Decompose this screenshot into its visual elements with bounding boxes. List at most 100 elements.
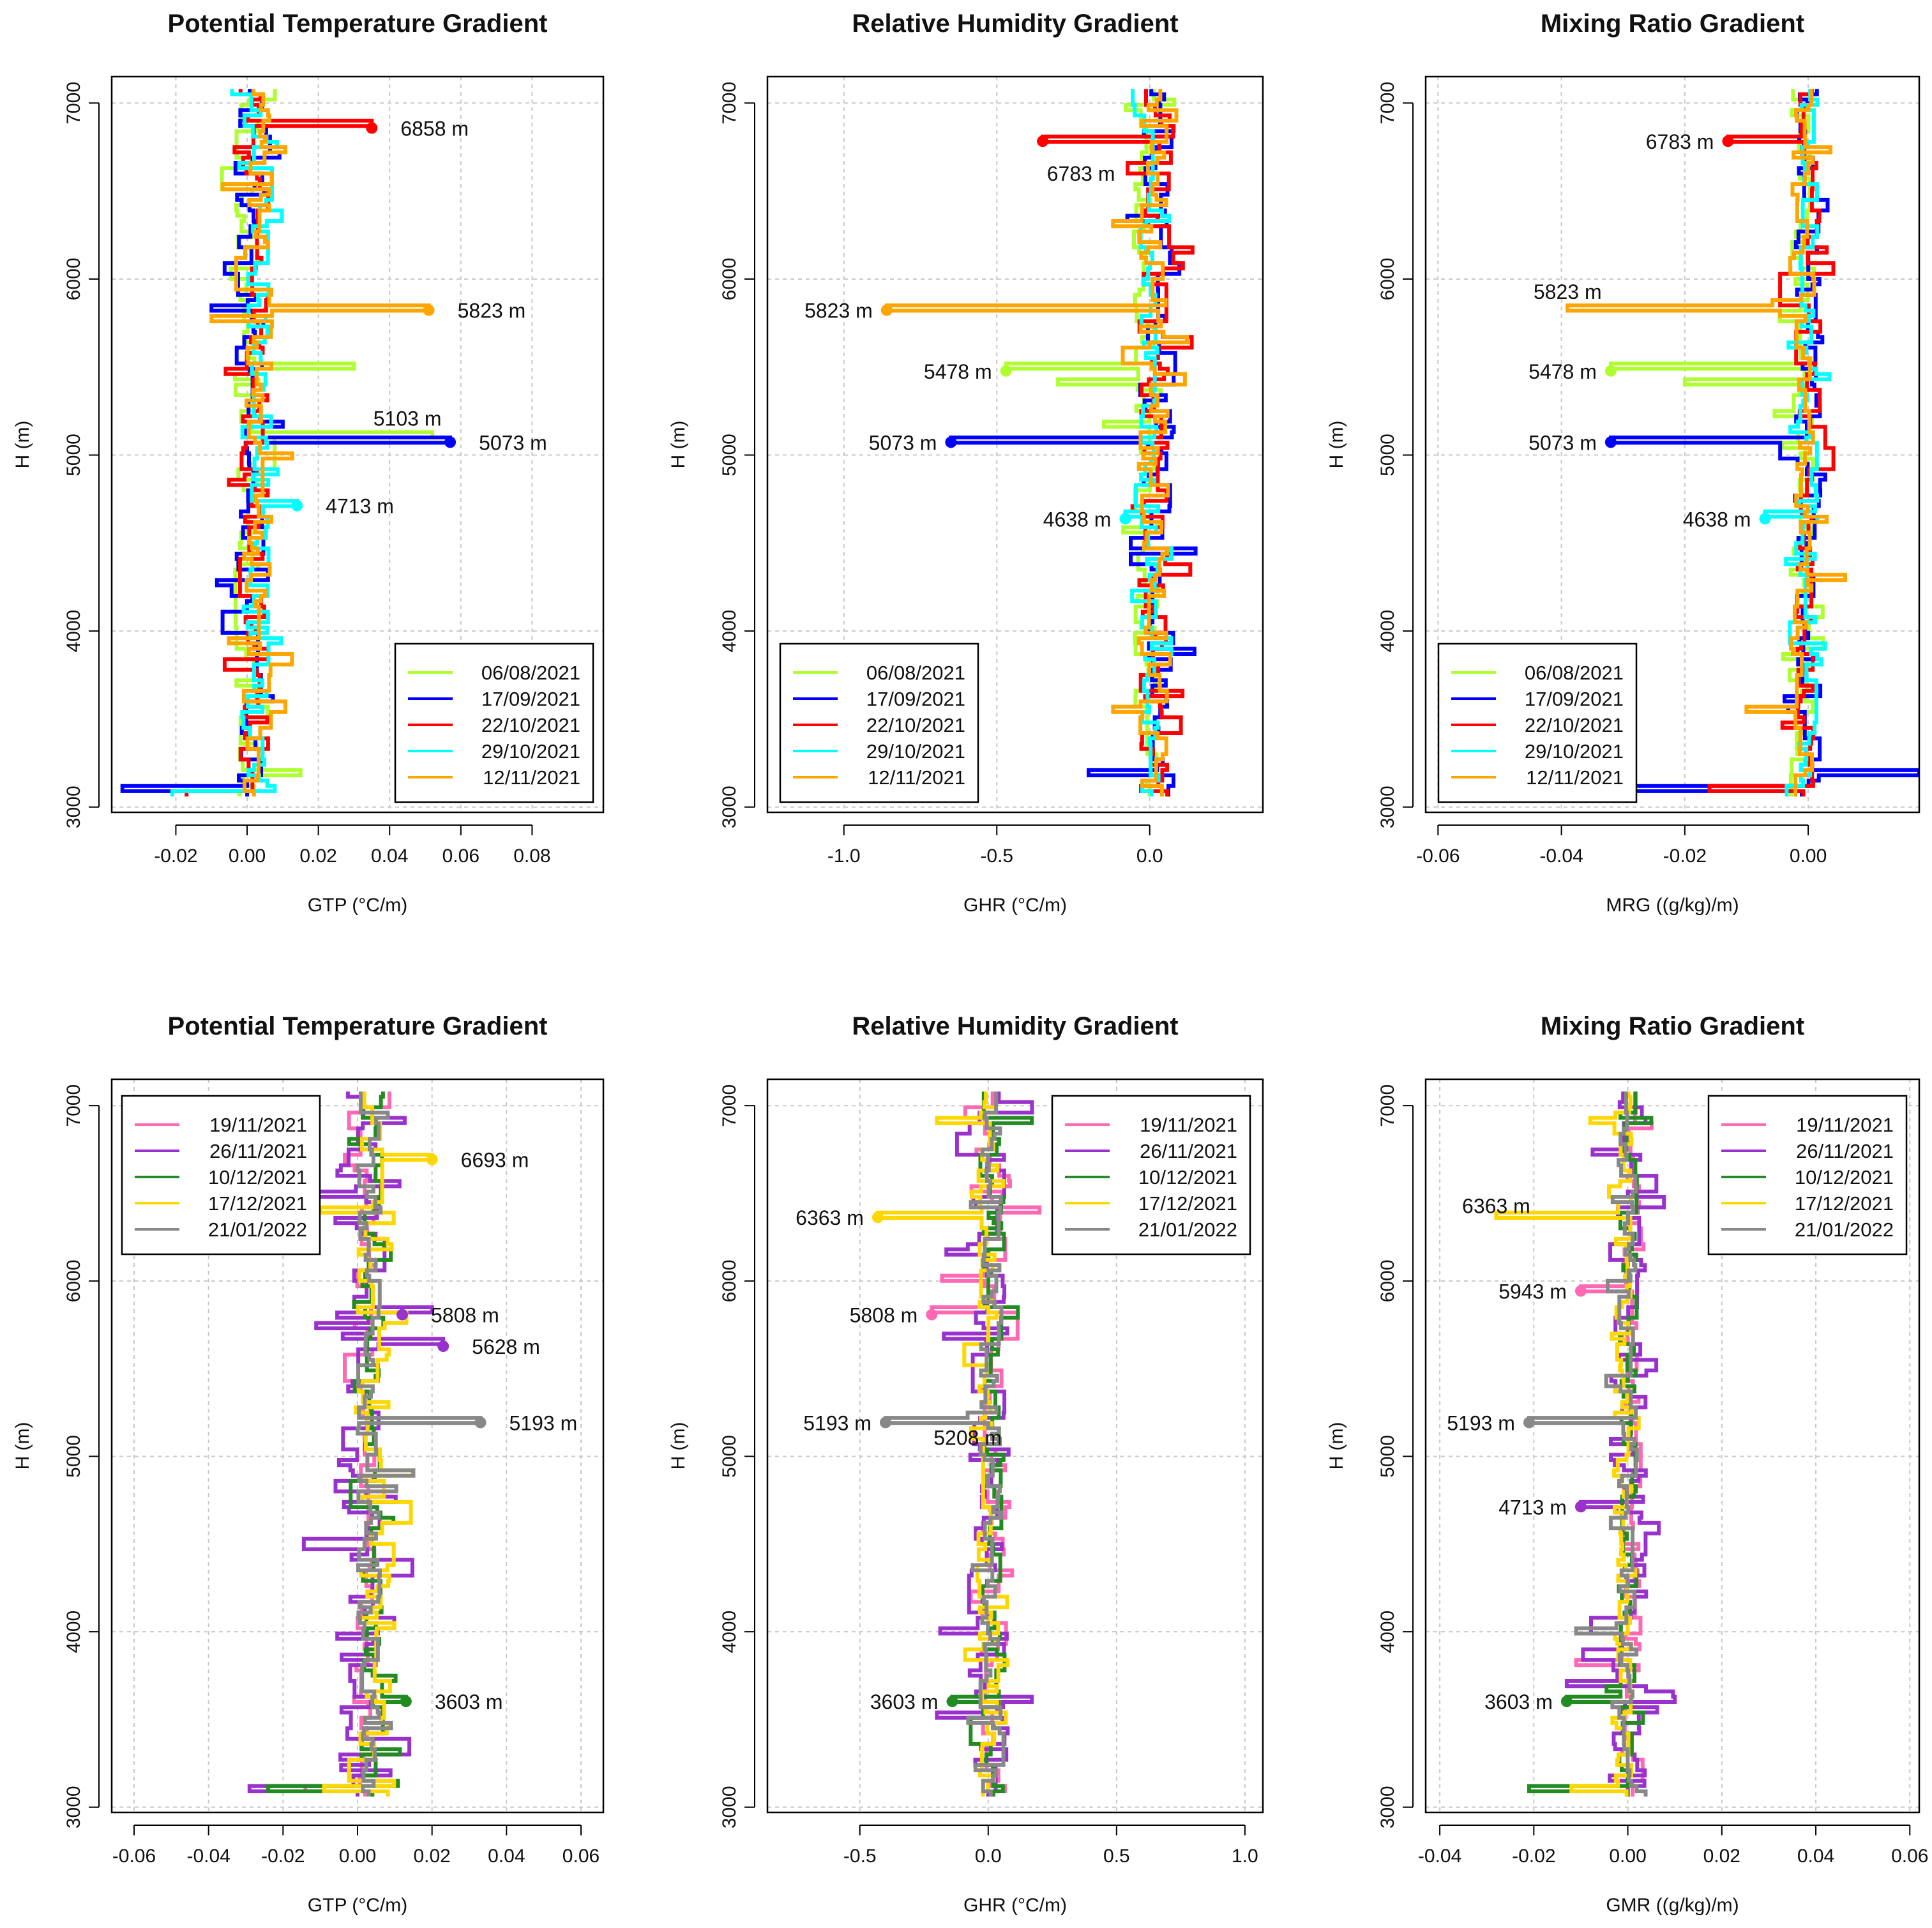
annotation-label: 5823 m — [458, 300, 526, 323]
annotation-label: 6693 m — [461, 1149, 529, 1172]
series-line-29-10-2021 — [170, 89, 299, 797]
legend-entry: 21/01/2022 — [1795, 1218, 1894, 1241]
legend-entry: 22/10/2021 — [1525, 714, 1624, 736]
x-tick-label: -0.5 — [843, 1846, 877, 1867]
annotation-marker — [1574, 1285, 1587, 1297]
x-tick-label: 0.04 — [371, 846, 408, 867]
legend-entry: 17/09/2021 — [866, 688, 965, 710]
annotation-label: 5808 m — [431, 1304, 499, 1327]
y-tick-label: 3000 — [63, 1786, 84, 1828]
series-line-21-01-2022 — [884, 1091, 1006, 1797]
x-tick-label: 0.08 — [513, 846, 550, 867]
legend: 06/08/2021 17/09/2021 22/10/2021 29/10/2021… — [1437, 642, 1638, 803]
y-tick-label: 5000 — [719, 1435, 740, 1478]
annotation-label: 5478 m — [1528, 360, 1597, 383]
y-tick-label: 7000 — [63, 1084, 84, 1127]
legend-entry: 26/11/2021 — [1140, 1140, 1237, 1162]
y-tick-label: 5000 — [1377, 1435, 1398, 1478]
y-tick-label: 7000 — [1377, 82, 1398, 125]
annotation-label: 5193 m — [509, 1411, 578, 1434]
annotation-marker — [400, 1696, 412, 1708]
legend-box — [121, 1095, 321, 1256]
chart-panel-6: Mixing Ratio Gradient 6363 m 5943 m 5193 m 4… — [1326, 1012, 1928, 1916]
legend-entry: 17/12/2021 — [208, 1192, 307, 1215]
legend-box — [779, 642, 979, 803]
y-tick-label: 4000 — [719, 610, 740, 653]
x-axis-label: GHR (°C/m) — [963, 895, 1067, 916]
y-tick-label: 6000 — [719, 1259, 740, 1302]
y-tick-label: 3000 — [1377, 1786, 1398, 1828]
legend-entry: 10/12/2021 — [1138, 1166, 1237, 1188]
legend-entry: 19/11/2021 — [1796, 1114, 1894, 1136]
series-line-12-11-2021 — [209, 89, 431, 797]
annotation-label: 5823 m — [1534, 280, 1602, 303]
series-line-17-09-2021 — [1608, 89, 1919, 797]
legend-entry: 06/08/2021 — [866, 662, 965, 684]
annotation-label: 6363 m — [796, 1206, 864, 1229]
x-tick-label: 0.0 — [975, 1846, 1002, 1867]
series-line-12-11-2021 — [884, 89, 1189, 797]
y-tick-label: 6000 — [719, 258, 740, 301]
legend-entry: 22/10/2021 — [866, 714, 965, 736]
legend: 19/11/2021 26/11/2021 10/12/2021 17/12/2021… — [1051, 1095, 1251, 1256]
x-tick-label: -0.5 — [980, 846, 1013, 867]
x-axis-label: MRG ((g/kg)/m) — [1606, 895, 1739, 916]
x-tick-label: 0.02 — [1703, 1846, 1740, 1867]
annotation-label: 5103 m — [374, 407, 442, 430]
legend-box — [1707, 1095, 1908, 1256]
annotation-label: 5823 m — [804, 300, 873, 323]
x-tick-label: 0.04 — [1797, 1846, 1834, 1867]
y-tick-label: 5000 — [63, 1435, 84, 1478]
legend-entry: 17/12/2021 — [1138, 1192, 1237, 1215]
annotation-marker — [437, 1340, 449, 1353]
series-line-12-11-2021 — [1566, 89, 1848, 797]
annotation-label: 5073 m — [479, 431, 547, 454]
legend-box — [1051, 1095, 1251, 1256]
chart-title: Potential Temperature Gradient — [168, 1012, 548, 1040]
annotation-label: 5193 m — [803, 1411, 872, 1434]
annotation-label: 5478 m — [924, 360, 992, 383]
y-tick-label: 7000 — [719, 1084, 740, 1127]
legend: 06/08/2021 17/09/2021 22/10/2021 29/10/2021… — [779, 642, 979, 803]
annotation-marker — [1119, 513, 1131, 525]
legend-entry: 22/10/2021 — [481, 714, 580, 736]
annotation-marker — [423, 304, 435, 316]
x-tick-label: -0.04 — [1539, 846, 1583, 867]
annotation-label: 4638 m — [1043, 508, 1112, 531]
legend-entry: 21/01/2022 — [1138, 1218, 1237, 1241]
annotation-marker — [396, 1309, 408, 1321]
y-tick-label: 3000 — [63, 786, 84, 828]
x-tick-label: 0.02 — [299, 846, 336, 867]
annotation-marker — [444, 436, 457, 448]
x-tick-label: 0.02 — [413, 1846, 450, 1867]
legend-entry: 19/11/2021 — [209, 1114, 307, 1136]
legend-entry: 06/08/2021 — [1525, 662, 1624, 684]
x-tick-label: 0.06 — [562, 1846, 600, 1867]
legend-entry: 17/09/2021 — [1525, 688, 1624, 710]
legend-entry: 26/11/2021 — [1796, 1140, 1894, 1162]
annotation-marker — [946, 1696, 958, 1708]
series-line-17-12-2021 — [318, 1091, 434, 1797]
annotation-marker — [1722, 135, 1734, 148]
x-tick-label: 0.0 — [1136, 846, 1163, 867]
legend-entry: 19/11/2021 — [1140, 1114, 1237, 1136]
series-line-06-08-2021 — [1608, 89, 1825, 797]
x-tick-label: -0.02 — [1663, 846, 1707, 867]
annotation-label: 5073 m — [869, 431, 937, 454]
y-tick-label: 4000 — [63, 1611, 84, 1653]
plot-frame — [110, 1078, 605, 1814]
chart-title: Relative Humidity Gradient — [852, 1012, 1178, 1040]
y-tick-label: 3000 — [1377, 786, 1398, 828]
legend-entry: 29/10/2021 — [1525, 740, 1624, 763]
x-tick-label: -0.04 — [1418, 1846, 1461, 1867]
y-tick-label: 7000 — [719, 82, 740, 125]
annotation-label: 6363 m — [1462, 1195, 1530, 1218]
legend-entry: 06/08/2021 — [481, 662, 580, 684]
y-axis-label: H (m) — [1326, 421, 1347, 469]
legend-entry: 10/12/2021 — [208, 1166, 307, 1188]
annotation-marker — [426, 1153, 438, 1165]
legend-box — [1437, 642, 1638, 803]
annotation-marker — [880, 304, 893, 316]
y-tick-label: 5000 — [63, 434, 84, 476]
